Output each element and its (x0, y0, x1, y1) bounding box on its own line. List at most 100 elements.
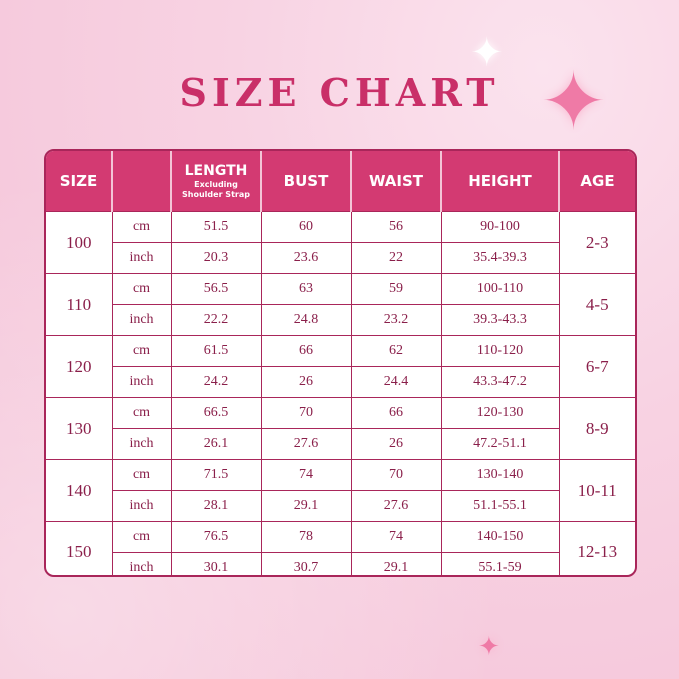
header-bust: BUST (261, 151, 352, 212)
sparkle-icon: ✦ (478, 632, 500, 662)
age-cell: 2-3 (558, 211, 635, 274)
age-cell: 8-9 (558, 397, 635, 460)
size-cell: 120 (46, 335, 113, 398)
table-row: inch 20.3 23.6 22 35.4-39.3 (46, 242, 635, 274)
length-cell: 30.1 (170, 552, 262, 575)
bust-cell: 60 (260, 211, 352, 243)
unit-cell: cm (111, 335, 172, 367)
waist-cell: 24.4 (350, 366, 442, 398)
waist-cell: 29.1 (350, 552, 442, 575)
age-cell: 4-5 (558, 273, 635, 336)
bust-cell: 29.1 (260, 490, 352, 522)
waist-cell: 26 (350, 428, 442, 460)
length-cell: 76.5 (170, 521, 262, 553)
unit-cell: inch (112, 490, 172, 522)
size-cell: 140 (46, 459, 113, 522)
unit-cell: cm (111, 211, 172, 243)
length-cell: 61.5 (170, 335, 262, 367)
table-row: inch 30.1 30.7 29.1 55.1-59 (46, 552, 635, 575)
table-row: 130 cm 66.5 70 66 120-130 8-9 (46, 397, 635, 460)
table-row: 140 cm 71.5 74 70 130-140 10-11 (46, 459, 635, 522)
length-cell: 66.5 (170, 397, 262, 429)
header-age: AGE (559, 151, 635, 212)
size-cell: 100 (46, 211, 113, 274)
bust-cell: 70 (260, 397, 352, 429)
age-cell: 6-7 (558, 335, 635, 398)
bust-cell: 74 (260, 459, 352, 491)
height-cell: 110-120 (440, 335, 560, 367)
table-row: inch 28.1 29.1 27.6 51.1-55.1 (46, 490, 635, 522)
unit-cell: cm (111, 273, 172, 305)
table-row: inch 26.1 27.6 26 47.2-51.1 (46, 428, 635, 460)
height-cell: 90-100 (440, 211, 560, 243)
bust-cell: 66 (260, 335, 352, 367)
waist-cell: 74 (350, 521, 442, 553)
bust-cell: 27.6 (260, 428, 352, 460)
size-chart-table: SIZE LENGTH Excluding Shoulder Strap BUS… (44, 149, 637, 577)
unit-cell: inch (112, 428, 172, 460)
header-waist: WAIST (351, 151, 442, 212)
table-row: 100 cm 51.5 60 56 90-100 2-3 (46, 211, 635, 274)
unit-cell: cm (111, 521, 172, 553)
size-cell: 130 (46, 397, 113, 460)
height-cell: 47.2-51.1 (440, 428, 559, 460)
header-height: HEIGHT (441, 151, 560, 212)
bust-cell: 78 (260, 521, 352, 553)
bust-cell: 63 (260, 273, 352, 305)
length-cell: 20.3 (170, 242, 262, 274)
header-length-sub1: Excluding (194, 179, 238, 189)
unit-cell: inch (112, 366, 172, 398)
header-size: SIZE (46, 151, 113, 212)
length-cell: 26.1 (170, 428, 262, 460)
unit-cell: inch (112, 304, 172, 336)
waist-cell: 59 (350, 273, 442, 305)
height-cell: 55.1-59 (440, 552, 559, 575)
table-row: inch 22.2 24.8 23.2 39.3-43.3 (46, 304, 635, 336)
height-cell: 39.3-43.3 (440, 304, 559, 336)
bust-cell: 30.7 (260, 552, 352, 575)
unit-cell: inch (112, 242, 172, 274)
height-cell: 51.1-55.1 (440, 490, 559, 522)
length-cell: 51.5 (170, 211, 262, 243)
bust-cell: 24.8 (260, 304, 352, 336)
length-cell: 24.2 (170, 366, 262, 398)
unit-cell: inch (112, 552, 172, 575)
age-cell: 12-13 (558, 521, 635, 575)
height-cell: 43.3-47.2 (440, 366, 559, 398)
height-cell: 130-140 (440, 459, 560, 491)
waist-cell: 22 (350, 242, 442, 274)
sparkle-icon: ✦ (470, 30, 504, 76)
length-cell: 22.2 (170, 304, 262, 336)
waist-cell: 62 (350, 335, 442, 367)
bust-cell: 23.6 (260, 242, 352, 274)
waist-cell: 27.6 (350, 490, 442, 522)
age-cell: 10-11 (558, 459, 635, 522)
header-length-sub2: Shoulder Strap (182, 189, 250, 199)
waist-cell: 56 (350, 211, 442, 243)
height-cell: 120-130 (440, 397, 560, 429)
waist-cell: 23.2 (350, 304, 442, 336)
height-cell: 35.4-39.3 (440, 242, 559, 274)
unit-cell: cm (111, 459, 172, 491)
table-row: 150 cm 76.5 78 74 140-150 12-13 (46, 521, 635, 575)
height-cell: 140-150 (440, 521, 560, 553)
page-title: SIZE CHART (179, 70, 500, 115)
header-length: LENGTH Excluding Shoulder Strap (171, 151, 262, 212)
length-cell: 71.5 (170, 459, 262, 491)
height-cell: 100-110 (440, 273, 560, 305)
table-row: inch 24.2 26 24.4 43.3-47.2 (46, 366, 635, 398)
waist-cell: 70 (350, 459, 442, 491)
length-cell: 28.1 (170, 490, 262, 522)
table-row: 110 cm 56.5 63 59 100-110 4-5 (46, 273, 635, 336)
header-length-label: LENGTH (184, 162, 248, 179)
header-row: SIZE LENGTH Excluding Shoulder Strap BUS… (46, 151, 635, 212)
header-unit (112, 151, 172, 212)
sparkle-icon: ✦ (540, 55, 608, 148)
waist-cell: 66 (350, 397, 442, 429)
bust-cell: 26 (260, 366, 352, 398)
size-cell: 150 (46, 521, 113, 575)
unit-cell: cm (111, 397, 172, 429)
length-cell: 56.5 (170, 273, 262, 305)
table-row: 120 cm 61.5 66 62 110-120 6-7 (46, 335, 635, 398)
size-cell: 110 (46, 273, 113, 336)
